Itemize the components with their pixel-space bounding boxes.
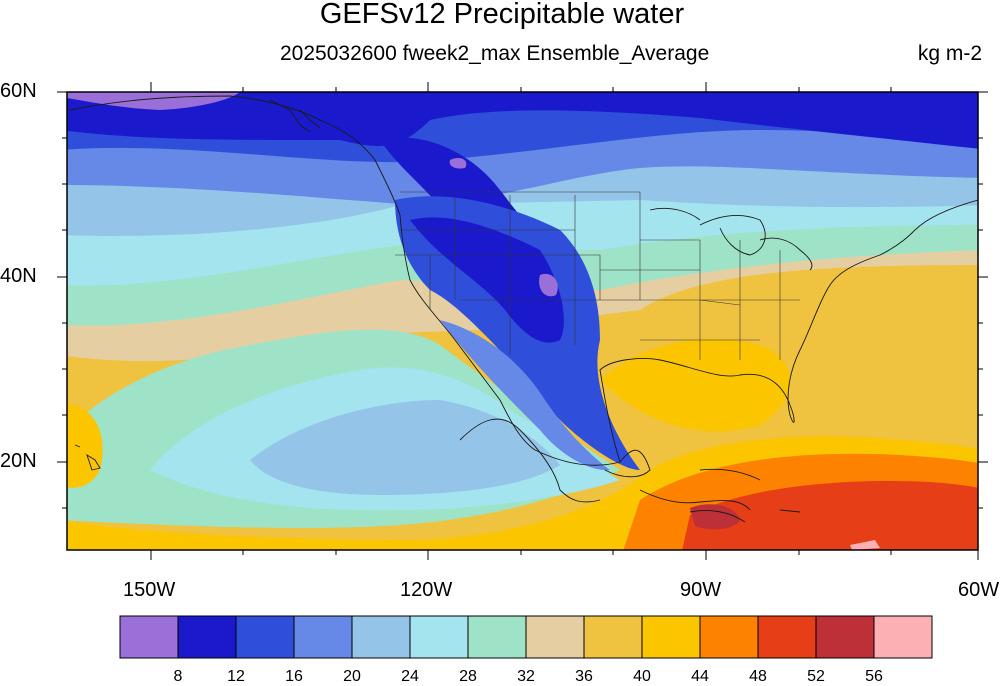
colorbar-tick-label: 56 — [865, 668, 883, 685]
colorbar-swatch — [177, 615, 237, 659]
coastline-outlines — [69, 95, 978, 523]
lon-label-60w: 60W — [958, 579, 1000, 601]
colorbar-swatch — [583, 615, 643, 659]
lat-label-40n: 40N — [0, 265, 37, 287]
colorbar-tick-label: 12 — [227, 668, 245, 685]
colorbar-tick-label: 40 — [633, 668, 651, 685]
colorbar-swatch — [467, 615, 527, 659]
lon-label-120w: 120W — [400, 579, 453, 601]
colorbar-tick-label: 36 — [575, 668, 593, 685]
lat-label-60n: 60N — [0, 80, 37, 102]
colorbar-swatch — [119, 615, 179, 659]
contour-fill — [67, 92, 978, 550]
colorbar-swatch — [351, 615, 411, 659]
state-boundaries — [395, 191, 800, 360]
colorbar-swatch — [525, 615, 585, 659]
colorbar-tick-label: 20 — [343, 668, 361, 685]
colorbar-swatch — [699, 615, 759, 659]
lon-label-90w: 90W — [680, 579, 722, 601]
map-frame — [66, 91, 979, 551]
colorbar-swatch — [235, 615, 295, 659]
colorbar-swatch — [757, 615, 817, 659]
colorbar-swatch — [641, 615, 701, 659]
axis-ticks — [57, 82, 988, 560]
colorbar-tick-label: 16 — [285, 668, 303, 685]
map-subtitle: 2025032600 fweek2_max Ensemble_Average — [280, 42, 710, 65]
units-label: kg m-2 — [917, 42, 982, 65]
colorbar-tick-label: 24 — [401, 668, 419, 685]
colorbar-tick-label: 52 — [807, 668, 825, 685]
colorbar-tick-label: 32 — [517, 668, 535, 685]
colorbar-swatch — [815, 615, 875, 659]
colorbar-swatch — [873, 615, 933, 659]
colorbar-tick-label: 48 — [749, 668, 767, 685]
map-title: GEFSv12 Precipitable water — [319, 0, 685, 30]
lon-label-150w: 150W — [123, 579, 176, 601]
colorbar — [119, 615, 933, 659]
colorbar-swatch — [409, 615, 469, 659]
colorbar-tick-label: 28 — [459, 668, 477, 685]
colorbar-tick-label: 8 — [173, 668, 183, 685]
colorbar-swatch — [293, 615, 353, 659]
colorbar-tick-label: 44 — [691, 668, 709, 685]
lat-label-20n: 20N — [0, 450, 37, 472]
